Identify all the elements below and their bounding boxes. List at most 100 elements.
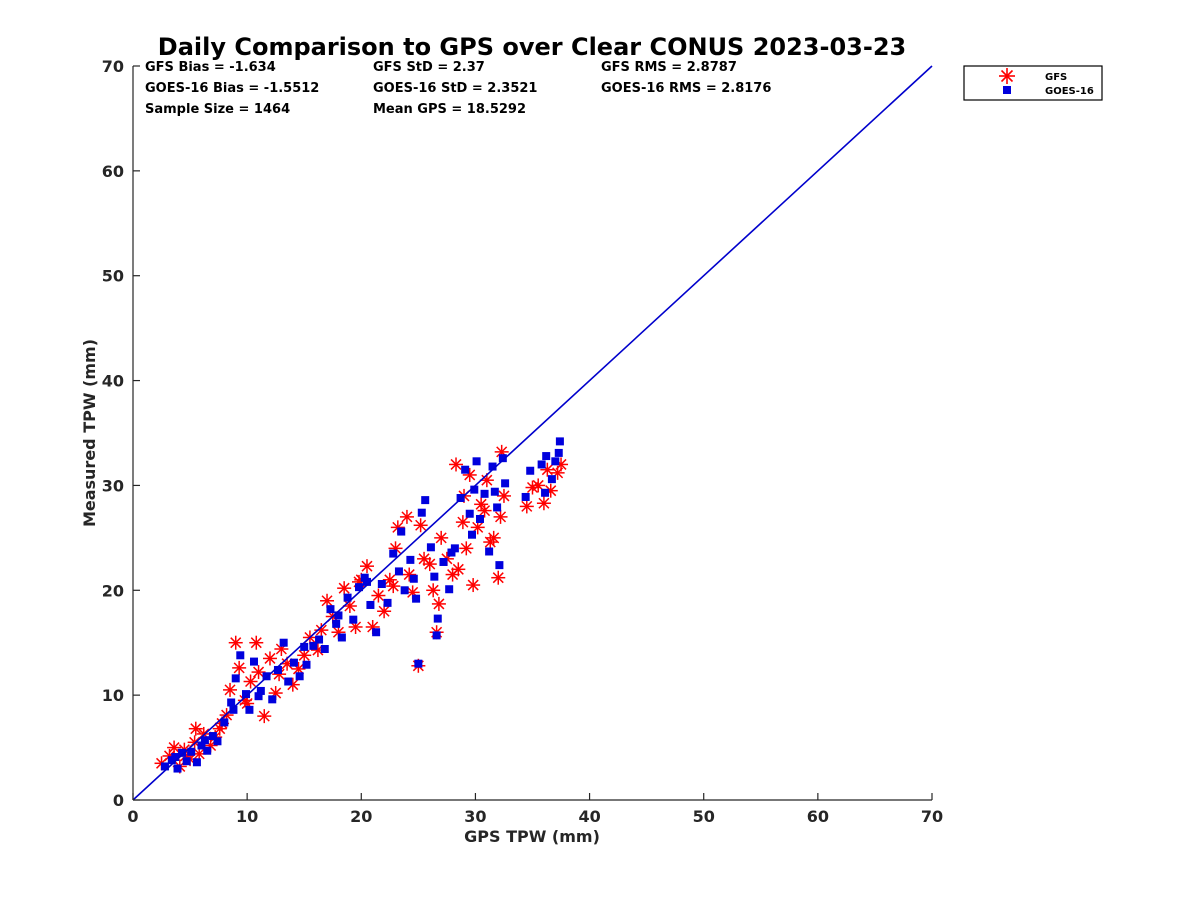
legend: GFS GOES-16 (963, 65, 1103, 101)
goes-16-point (279, 638, 288, 647)
gfs-point (243, 674, 258, 689)
gfs-point (493, 509, 508, 524)
goes-16-point (412, 594, 421, 603)
goes-16-point (160, 762, 169, 771)
y-tick-label: 60 (102, 162, 124, 181)
gfs-bias-text: GFS Bias = -1.634 (145, 60, 276, 75)
goes-16-point (187, 747, 196, 756)
goes-16-point (245, 705, 254, 714)
goes-16-point (417, 508, 426, 517)
goes-16-point (414, 659, 423, 668)
goes-16-point (426, 543, 435, 552)
x-tick-label: 0 (127, 807, 138, 826)
x-tick-label: 20 (350, 807, 372, 826)
gfs-point (232, 660, 247, 675)
goes-16-point (406, 555, 415, 564)
goes-16-point (541, 488, 550, 497)
goes-16-point (400, 586, 409, 595)
y-tick-label: 10 (102, 686, 124, 705)
y-ticks: 0 10 20 30 40 50 60 70 (102, 57, 140, 810)
goes-16-point (173, 764, 182, 773)
chart-title: Daily Comparison to GPS over Clear CONUS… (158, 33, 906, 61)
goes-16-point (227, 698, 236, 707)
goes-16-point (432, 631, 441, 640)
gfs-point (536, 496, 551, 511)
gfs-point (455, 515, 470, 530)
y-tick-label: 20 (102, 581, 124, 600)
y-tick-label: 40 (102, 372, 124, 391)
goes-16-point (289, 658, 298, 667)
gfs-point (386, 579, 401, 594)
goes-16-point (231, 674, 240, 683)
goes-16-point (302, 660, 311, 669)
x-tick-label: 60 (807, 807, 829, 826)
goes-16-point (332, 619, 341, 628)
x-tick-label: 50 (693, 807, 715, 826)
gfs-point (167, 740, 182, 755)
gfs-point (451, 562, 466, 577)
gfs-point (477, 503, 492, 518)
gfs-point (486, 530, 501, 545)
goes-16-point (472, 457, 481, 466)
goes-16-point (220, 718, 229, 727)
goes-16-point (178, 748, 187, 757)
legend-gfs-marker (999, 68, 1015, 84)
goes-16-point (480, 489, 489, 498)
goes-bias-text: GOES-16 Bias = -1.5512 (145, 81, 319, 96)
gfs-point (531, 478, 546, 493)
goes-16-point (421, 496, 430, 505)
gfs-point (359, 559, 374, 574)
gfs-point (251, 665, 266, 680)
x-tick-label: 10 (236, 807, 258, 826)
gfs-point (314, 623, 329, 638)
goes-16-point (236, 651, 245, 660)
goes-16-point (485, 547, 494, 556)
goes-16-point (242, 690, 251, 699)
goes-16-point (409, 574, 418, 583)
goes-16-point (547, 475, 556, 484)
goes-16-point (526, 466, 535, 475)
goes-16-point (501, 479, 510, 488)
goes-16-point (273, 665, 282, 674)
gfs-point (262, 651, 277, 666)
gfs-point (496, 488, 511, 503)
goes-16-point (468, 530, 477, 539)
goes-16-point (309, 641, 318, 650)
sample-size-text: Sample Size = 1464 (145, 102, 290, 117)
goes-16-point (555, 437, 564, 446)
goes-16-point (430, 572, 439, 581)
goes-16-point (326, 605, 335, 614)
gfs-point (257, 709, 272, 724)
goes-16-point (343, 593, 352, 602)
goes-rms-text: GOES-16 RMS = 2.8176 (601, 81, 771, 96)
goes-16-point (488, 462, 497, 471)
goes-16-point (366, 600, 375, 609)
goes-16-point (300, 642, 309, 651)
gfs-point (371, 588, 386, 603)
goes-16-point (470, 485, 479, 494)
goes-16-point (461, 465, 470, 474)
gfs-point (525, 480, 540, 495)
goes-16-point (498, 454, 507, 463)
goes-16-point (349, 615, 358, 624)
gfs-std-text: GFS StD = 2.37 (373, 60, 485, 75)
goes-16-point (372, 628, 381, 637)
goes-16-point (551, 457, 560, 466)
y-tick-label: 0 (113, 791, 124, 810)
mean-gps-text: Mean GPS = 18.5292 (373, 102, 526, 117)
y-axis-label: Measured TPW (mm) (80, 339, 99, 527)
goes-16-point (254, 692, 263, 701)
goes-16-point (554, 448, 563, 457)
gfs-point (249, 635, 264, 650)
x-tick-label: 30 (464, 807, 486, 826)
goes-16-point (284, 677, 293, 686)
goes-16-point (445, 585, 454, 594)
gfs-point (519, 499, 534, 514)
gfs-point (422, 557, 437, 572)
plot-area: 0 10 20 30 40 50 60 70 0 10 20 30 40 50 60 70 (102, 57, 943, 826)
goes-16-point (447, 548, 456, 557)
one-to-one-line (132, 65, 933, 801)
y-tick-label: 50 (102, 267, 124, 286)
y-tick-label: 30 (102, 476, 124, 495)
x-tick-label: 70 (921, 807, 943, 826)
